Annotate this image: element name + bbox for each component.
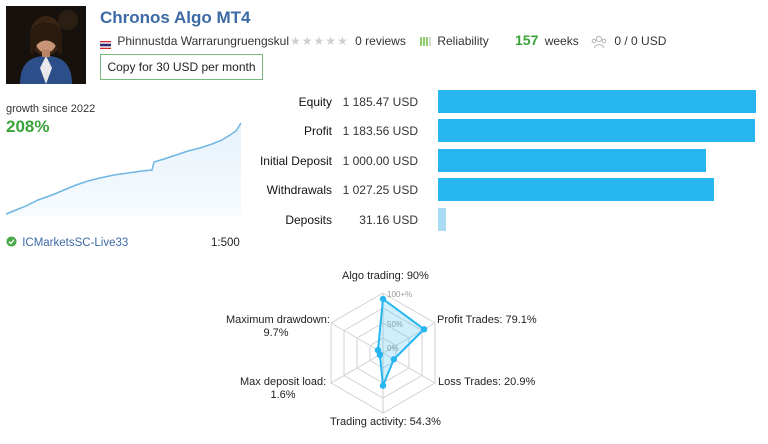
radar-axis-title: Max deposit load:	[240, 376, 327, 388]
reliability[interactable]: Reliability	[420, 34, 489, 50]
growth-value: 208%	[6, 117, 50, 136]
radar-scale-label: 0%	[387, 344, 399, 353]
radar-axis-value: 1.6%	[270, 389, 296, 401]
radar-axis-value: 9.7%	[263, 327, 289, 339]
bar-value: 31.16 USD	[359, 213, 418, 227]
radar-axis-title: Loss Trades: 20.9%	[438, 376, 536, 388]
bar-value: 1 000.00 USD	[342, 154, 418, 168]
radar-axis-label: Algo trading: 90%	[342, 270, 429, 282]
reliability-bars-icon	[420, 34, 432, 48]
rating[interactable]: ★★★★★ 0 reviews	[290, 34, 406, 50]
radar-axis-label: Trading activity: 54.3%	[330, 416, 441, 428]
radar-axis-label: Loss Trades: 20.9%	[438, 376, 535, 388]
bar-fill[interactable]	[438, 208, 446, 231]
growth-sparkline[interactable]	[4, 118, 244, 218]
radar-scale-label: 100+%	[387, 290, 412, 299]
signal-title[interactable]: Chronos Algo MT4	[100, 8, 251, 27]
reliability-label: Reliability	[437, 34, 489, 48]
subscribers-icon	[591, 34, 610, 48]
bar-label: Equity	[298, 95, 332, 109]
radar-point[interactable]	[374, 346, 382, 354]
reviews-count: 0 reviews	[355, 34, 406, 48]
bar-fill[interactable]	[438, 119, 755, 142]
radar-point[interactable]	[390, 356, 398, 363]
radar-axis-label: Profit Trades: 79.1%	[437, 314, 537, 326]
bar-label: Deposits	[285, 213, 332, 227]
bar-label: Profit	[303, 124, 332, 138]
bar-fill[interactable]	[438, 90, 756, 113]
radar-point[interactable]	[420, 326, 428, 333]
radar-axis-label: Max deposit load: 1.6%	[240, 376, 326, 401]
bar-value: 1 185.47 USD	[342, 95, 418, 109]
radar-axis-label: Maximum drawdown: 9.7%	[226, 314, 330, 339]
radar-axis-title: Profit Trades: 79.1%	[437, 314, 537, 326]
thailand-flag-icon	[100, 38, 111, 49]
bar-value: 1 027.25 USD	[342, 183, 418, 197]
copy-button[interactable]: Copy for 30 USD per month	[100, 54, 263, 80]
radar-point[interactable]	[379, 382, 387, 389]
radar-axis-title: Algo trading: 90%	[342, 270, 429, 282]
weeks-label: weeks	[544, 34, 579, 48]
verified-check-icon	[6, 236, 20, 249]
radar-spoke	[330, 322, 384, 354]
radar-point[interactable]	[379, 295, 387, 303]
radar-axis-title: Maximum drawdown:	[226, 314, 330, 326]
bar-value: 1 183.56 USD	[342, 124, 418, 138]
growth-label: growth since 2022	[6, 103, 96, 115]
radar-scale-label: 50%	[387, 320, 403, 329]
bar-label: Withdrawals	[266, 183, 332, 197]
rating-stars-icon: ★★★★★	[290, 34, 349, 48]
bar-fill[interactable]	[438, 149, 706, 172]
author-name[interactable]: Phinnustda Warrarungruengskul	[117, 34, 289, 48]
bar-label: Initial Deposit	[259, 154, 332, 168]
subscribers: 0 / 0 USD	[591, 34, 666, 50]
weeks-number: 157	[515, 32, 539, 48]
radar-spoke	[330, 352, 384, 384]
weeks: 157 weeks	[515, 32, 579, 48]
bar-fill[interactable]	[438, 178, 714, 201]
subscribers-value: 0 / 0 USD	[614, 34, 667, 48]
avatar-portrait-icon	[6, 6, 86, 84]
author-info: Phinnustda Warrarungruengskul	[100, 34, 289, 50]
broker-info: ICMarketsSC-Live33	[6, 236, 128, 249]
author-avatar[interactable]	[6, 6, 86, 84]
leverage: 1:500	[211, 237, 240, 249]
broker-name[interactable]: ICMarketsSC-Live33	[22, 237, 129, 249]
radar-axis-title: Trading activity: 54.3%	[330, 416, 441, 428]
